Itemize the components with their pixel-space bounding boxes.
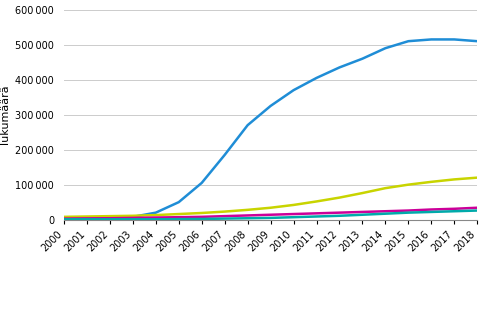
Ilma-vesilämpöpumput	[245, 216, 250, 220]
Poistoilmalämpöpumput	[176, 215, 182, 219]
Ilmalämpöpumput	[451, 37, 457, 41]
Ilma-vesilämpöpumput	[313, 214, 319, 218]
Ilma-vesilämpöpumput	[405, 211, 411, 214]
Ilmalämpöpumput	[222, 153, 228, 157]
Ilma-vesilämpöpumput	[222, 217, 228, 221]
Maalämpöpumput	[313, 200, 319, 203]
Ilmalämpöpumput	[291, 88, 297, 92]
Maalämpöpumput	[130, 214, 136, 218]
Ilma-vesilämpöpumput	[474, 209, 480, 213]
Ilma-vesilämpöpumput	[382, 212, 388, 216]
Poistoilmalämpöpumput	[360, 210, 366, 214]
Poistoilmalämpöpumput	[451, 207, 457, 211]
Poistoilmalämpöpumput	[107, 216, 113, 220]
Maalämpöpumput	[451, 177, 457, 181]
Maalämpöpumput	[107, 214, 113, 218]
Line: Ilmalämpöpumput: Ilmalämpöpumput	[64, 39, 477, 218]
Maalämpöpumput	[176, 212, 182, 216]
Ilmalämpöpumput	[176, 200, 182, 204]
Poistoilmalämpöpumput	[61, 217, 67, 221]
Maalämpöpumput	[222, 210, 228, 214]
Maalämpöpumput	[382, 186, 388, 190]
Ilma-vesilämpöpumput	[153, 217, 159, 221]
Poistoilmalämpöpumput	[313, 211, 319, 215]
Ilmalämpöpumput	[130, 215, 136, 219]
Line: Poistoilmalämpöpumput: Poistoilmalämpöpumput	[64, 208, 477, 219]
Ilmalämpöpumput	[84, 216, 90, 220]
Maalämpöpumput	[291, 203, 297, 207]
Ilmalämpöpumput	[360, 57, 366, 61]
Poistoilmalämpöpumput	[222, 214, 228, 218]
Ilmalämpöpumput	[107, 216, 113, 220]
Ilma-vesilämpöpumput	[429, 210, 434, 214]
Maalämpöpumput	[84, 214, 90, 218]
Ilmalämpöpumput	[474, 39, 480, 43]
Y-axis label: lukumäärä: lukumäärä	[0, 85, 10, 144]
Ilma-vesilämpöpumput	[61, 217, 67, 221]
Ilmalämpöpumput	[153, 211, 159, 214]
Ilmalämpöpumput	[337, 66, 342, 69]
Maalämpöpumput	[268, 206, 274, 210]
Line: Maalämpöpumput: Maalämpöpumput	[64, 178, 477, 217]
Ilma-vesilämpöpumput	[360, 213, 366, 217]
Poistoilmalämpöpumput	[382, 209, 388, 213]
Poistoilmalämpöpumput	[130, 216, 136, 220]
Ilma-vesilämpöpumput	[337, 214, 342, 218]
Poistoilmalämpöpumput	[337, 211, 342, 214]
Maalämpöpumput	[199, 211, 205, 215]
Ilma-vesilämpöpumput	[130, 217, 136, 221]
Maalämpöpumput	[245, 208, 250, 212]
Poistoilmalämpöpumput	[199, 215, 205, 219]
Poistoilmalämpöpumput	[405, 209, 411, 213]
Maalämpöpumput	[337, 196, 342, 200]
Ilmalämpöpumput	[313, 76, 319, 80]
Maalämpöpumput	[61, 215, 67, 219]
Ilmalämpöpumput	[382, 46, 388, 50]
Ilma-vesilämpöpumput	[291, 215, 297, 219]
Ilma-vesilämpöpumput	[107, 217, 113, 221]
Line: Ilma-vesilämpöpumput: Ilma-vesilämpöpumput	[64, 211, 477, 219]
Ilmalämpöpumput	[199, 181, 205, 185]
Poistoilmalämpöpumput	[84, 216, 90, 220]
Poistoilmalämpöpumput	[153, 216, 159, 220]
Poistoilmalämpöpumput	[474, 206, 480, 210]
Ilma-vesilämpöpumput	[268, 216, 274, 220]
Maalämpöpumput	[474, 176, 480, 180]
Ilmalämpöpumput	[268, 104, 274, 108]
Ilma-vesilämpöpumput	[176, 217, 182, 221]
Maalämpöpumput	[360, 191, 366, 195]
Ilmalämpöpumput	[245, 123, 250, 127]
Ilma-vesilämpöpumput	[451, 209, 457, 213]
Maalämpöpumput	[429, 180, 434, 184]
Poistoilmalämpöpumput	[429, 208, 434, 212]
Ilmalämpöpumput	[405, 39, 411, 43]
Poistoilmalämpöpumput	[245, 214, 250, 217]
Ilma-vesilämpöpumput	[199, 217, 205, 221]
Poistoilmalämpöpumput	[291, 212, 297, 216]
Ilmalämpöpumput	[61, 216, 67, 220]
Poistoilmalämpöpumput	[268, 213, 274, 217]
Ilmalämpöpumput	[429, 37, 434, 41]
Maalämpöpumput	[153, 213, 159, 217]
Maalämpöpumput	[405, 183, 411, 187]
Ilma-vesilämpöpumput	[84, 217, 90, 221]
